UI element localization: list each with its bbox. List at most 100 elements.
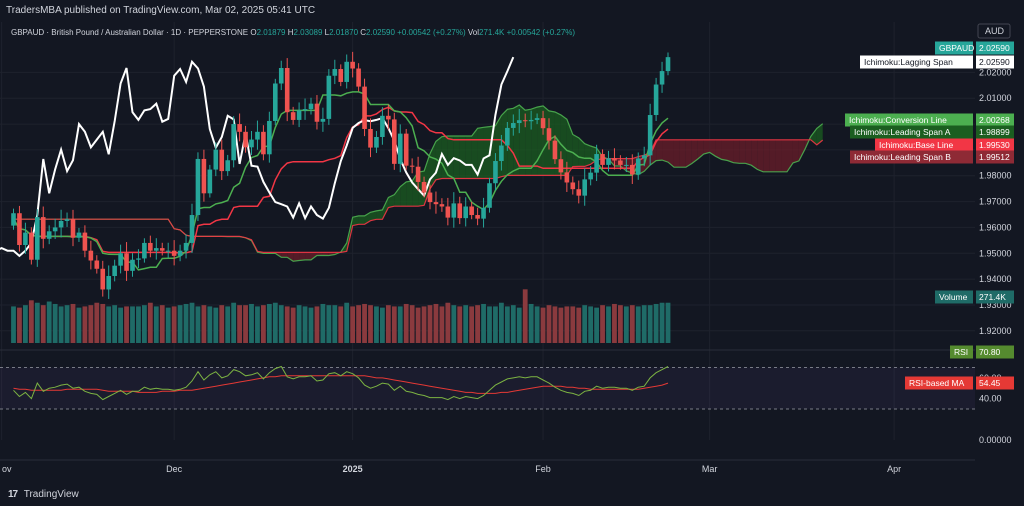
- candle[interactable]: [665, 52, 671, 76]
- candle[interactable]: [469, 201, 474, 220]
- candle[interactable]: [302, 98, 308, 120]
- candle[interactable]: [499, 134, 504, 171]
- candle[interactable]: [511, 114, 516, 136]
- candle[interactable]: [273, 78, 278, 126]
- candle[interactable]: [112, 259, 117, 282]
- candle[interactable]: [588, 166, 593, 186]
- candle[interactable]: [493, 153, 498, 191]
- candle[interactable]: [58, 209, 64, 238]
- candle[interactable]: [445, 197, 451, 226]
- candle[interactable]: [70, 209, 76, 247]
- candle[interactable]: [219, 139, 225, 181]
- candle[interactable]: [159, 242, 165, 256]
- candle[interactable]: [165, 242, 171, 258]
- candle[interactable]: [576, 180, 582, 204]
- candle[interactable]: [386, 104, 391, 130]
- candle[interactable]: [225, 154, 230, 176]
- candle[interactable]: [409, 158, 415, 174]
- candle[interactable]: [296, 102, 302, 128]
- candle[interactable]: [540, 110, 546, 135]
- candle[interactable]: [481, 197, 486, 228]
- candle[interactable]: [177, 244, 183, 262]
- candle[interactable]: [392, 112, 397, 170]
- candle[interactable]: [439, 198, 445, 212]
- candle[interactable]: [231, 116, 236, 168]
- candle[interactable]: [624, 156, 629, 173]
- chart-area[interactable]: 1.92000 1.93000 1.94000 1.95000 1.96000 1.970…: [0, 20, 1024, 483]
- candle[interactable]: [94, 255, 100, 274]
- candle[interactable]: [148, 235, 153, 258]
- candle[interactable]: [284, 58, 290, 122]
- candle[interactable]: [136, 249, 141, 269]
- candle[interactable]: [421, 176, 427, 198]
- candle[interactable]: [35, 209, 40, 267]
- candle[interactable]: [618, 155, 623, 170]
- candle[interactable]: [338, 64, 344, 87]
- candle[interactable]: [606, 150, 611, 172]
- candle[interactable]: [433, 191, 439, 214]
- candle[interactable]: [255, 120, 260, 150]
- candle[interactable]: [564, 161, 570, 192]
- candle[interactable]: [630, 154, 635, 184]
- candle[interactable]: [130, 253, 135, 277]
- candle[interactable]: [100, 260, 106, 297]
- candle[interactable]: [320, 107, 326, 132]
- candle[interactable]: [314, 95, 320, 130]
- candle[interactable]: [195, 152, 201, 221]
- candle[interactable]: [290, 106, 296, 125]
- candle[interactable]: [82, 225, 88, 258]
- candle[interactable]: [641, 146, 647, 167]
- currency-box[interactable]: [977, 23, 1011, 39]
- candle[interactable]: [380, 107, 385, 145]
- candle[interactable]: [183, 234, 189, 259]
- candle[interactable]: [463, 197, 468, 227]
- candle[interactable]: [171, 240, 177, 266]
- tradingview-logo[interactable]: 17 TradingView: [8, 489, 79, 500]
- candle[interactable]: [659, 61, 665, 93]
- candle[interactable]: [457, 196, 463, 225]
- candle[interactable]: [243, 125, 248, 153]
- candle[interactable]: [11, 208, 16, 230]
- candlesticks[interactable]: [11, 51, 671, 299]
- candle[interactable]: [332, 59, 338, 85]
- candle[interactable]: [528, 110, 534, 130]
- candle[interactable]: [278, 60, 284, 91]
- candle[interactable]: [308, 97, 314, 115]
- candle[interactable]: [362, 78, 367, 137]
- candle[interactable]: [46, 225, 52, 245]
- candle[interactable]: [64, 212, 70, 227]
- candle[interactable]: [427, 184, 433, 210]
- candle[interactable]: [261, 125, 266, 161]
- candle[interactable]: [154, 238, 159, 260]
- candle[interactable]: [326, 69, 332, 125]
- candle[interactable]: [344, 54, 349, 89]
- candle[interactable]: [653, 77, 659, 121]
- candle[interactable]: [52, 218, 58, 240]
- candle[interactable]: [546, 118, 552, 150]
- candle[interactable]: [29, 227, 34, 265]
- rsi-pane[interactable]: [0, 349, 975, 410]
- candle[interactable]: [350, 51, 355, 78]
- candle[interactable]: [356, 63, 361, 92]
- candle[interactable]: [106, 265, 111, 299]
- candle[interactable]: [397, 124, 403, 173]
- candle[interactable]: [600, 149, 605, 170]
- time-axis[interactable]: ov Dec 2025 Feb Mar Apr: [0, 459, 975, 474]
- candle[interactable]: [142, 238, 147, 263]
- candle[interactable]: [505, 121, 510, 151]
- candle[interactable]: [17, 205, 22, 252]
- price-axis[interactable]: 1.92000 1.93000 1.94000 1.95000 1.96000 1.970…: [845, 23, 1014, 445]
- candle[interactable]: [552, 135, 558, 164]
- candle[interactable]: [522, 113, 528, 128]
- candle[interactable]: [207, 164, 213, 198]
- candle[interactable]: [487, 177, 492, 213]
- candle[interactable]: [612, 148, 617, 170]
- candle[interactable]: [534, 113, 540, 125]
- candle[interactable]: [76, 227, 82, 242]
- candle[interactable]: [570, 176, 576, 195]
- candle[interactable]: [213, 142, 219, 177]
- candle[interactable]: [189, 203, 195, 254]
- candle[interactable]: [237, 113, 242, 142]
- candle[interactable]: [635, 152, 641, 180]
- candle[interactable]: [582, 168, 587, 206]
